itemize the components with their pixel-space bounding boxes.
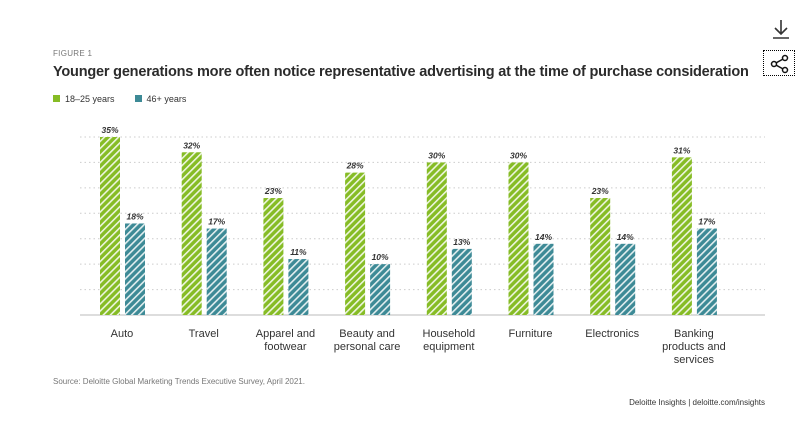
category-label: products and	[662, 341, 726, 353]
category-label: personal care	[334, 341, 401, 353]
data-label: 31%	[673, 145, 690, 155]
legend-swatch	[53, 95, 60, 102]
data-label: 30%	[510, 150, 527, 160]
category-label: Furniture	[508, 328, 552, 340]
bar-46-plus	[206, 228, 227, 315]
data-label: 23%	[264, 186, 282, 196]
category-label: footwear	[264, 341, 307, 353]
data-label: 18%	[126, 211, 143, 221]
category-label: Auto	[111, 328, 134, 340]
bar-46-plus	[370, 264, 391, 315]
data-label: 23%	[591, 186, 609, 196]
category-label: Household	[423, 328, 476, 340]
credit: Deloitte Insights | deloitte.com/insight…	[629, 398, 765, 407]
bar-46-plus	[125, 223, 145, 315]
data-label: 17%	[698, 217, 715, 227]
bar-18-25	[671, 157, 692, 315]
category-label: Apparel and	[256, 328, 315, 340]
category-label: equipment	[423, 341, 474, 353]
bar-18-25	[181, 152, 202, 315]
data-label: 14%	[617, 232, 634, 242]
bar-18-25	[426, 162, 447, 315]
share-icon[interactable]	[763, 50, 795, 76]
bar-46-plus	[288, 259, 309, 315]
category-label: services	[674, 354, 715, 366]
data-label: 32%	[183, 140, 200, 150]
category-label: Travel	[189, 328, 219, 340]
bar-18-25	[100, 137, 120, 315]
category-label: Electronics	[585, 328, 639, 340]
data-label: 11%	[290, 247, 307, 257]
bar-46-plus	[451, 248, 472, 315]
legend-label: 18–25 years	[65, 94, 115, 104]
bar-18-25	[263, 198, 284, 315]
category-label: Banking	[674, 328, 714, 340]
legend-label: 46+ years	[146, 94, 187, 104]
download-icon[interactable]	[770, 18, 792, 40]
category-label: Beauty and	[339, 328, 395, 340]
data-label: 30%	[428, 150, 445, 160]
legend-swatch	[134, 95, 142, 102]
data-label: 28%	[346, 161, 364, 171]
data-label: 13%	[453, 237, 470, 247]
bar-18-25	[508, 162, 529, 315]
legend-item-18-25: 18–25 years	[53, 94, 115, 104]
bar-18-25	[345, 172, 366, 315]
bar-46-plus	[533, 243, 554, 315]
bar-46-plus	[696, 228, 717, 315]
chart-title: Younger generations more often notice re…	[53, 64, 749, 80]
data-label: 17%	[208, 217, 225, 227]
source-note: Source: Deloitte Global Marketing Trends…	[53, 377, 305, 386]
data-label: 35%	[101, 125, 118, 135]
bar-18-25	[590, 198, 611, 315]
data-label: 14%	[535, 232, 552, 242]
data-label: 10%	[372, 252, 389, 262]
legend-item-46-plus: 46+ years	[134, 94, 187, 104]
bar-46-plus	[615, 243, 636, 315]
figure-label: FIGURE 1	[53, 49, 93, 58]
legend: 18–25 years 46+ years	[53, 94, 186, 104]
